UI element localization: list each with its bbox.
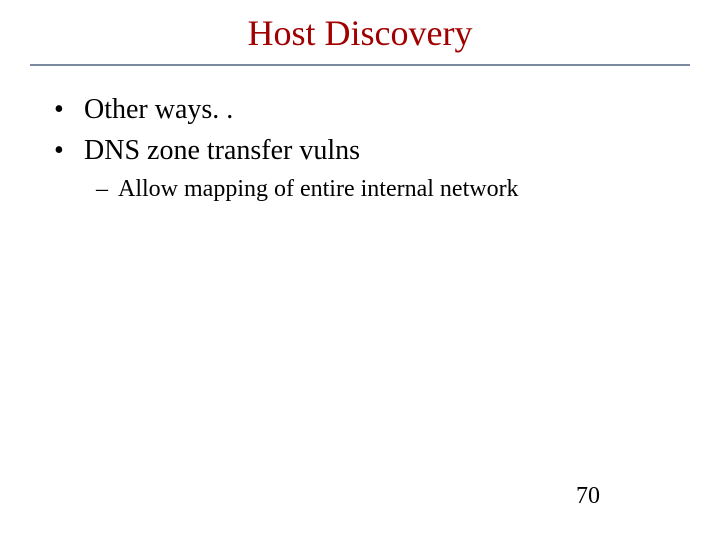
title-underline xyxy=(30,64,690,66)
slide-body: • Other ways. . • DNS zone transfer vuln… xyxy=(54,92,674,205)
slide: Host Discovery • Other ways. . • DNS zon… xyxy=(0,0,720,540)
bullet-item: • Other ways. . xyxy=(54,92,674,127)
sub-bullet-text: Allow mapping of entire internal network xyxy=(118,174,519,205)
bullet-item: • DNS zone transfer vulns xyxy=(54,133,674,168)
bullet-icon: • xyxy=(54,134,84,168)
page-number: 70 xyxy=(576,483,600,510)
slide-title: Host Discovery xyxy=(0,12,720,54)
bullet-text: DNS zone transfer vulns xyxy=(84,133,360,168)
bullet-text: Other ways. . xyxy=(84,92,233,127)
dash-icon: – xyxy=(96,176,118,203)
sub-bullet-item: – Allow mapping of entire internal netwo… xyxy=(96,174,674,205)
bullet-icon: • xyxy=(54,93,84,127)
